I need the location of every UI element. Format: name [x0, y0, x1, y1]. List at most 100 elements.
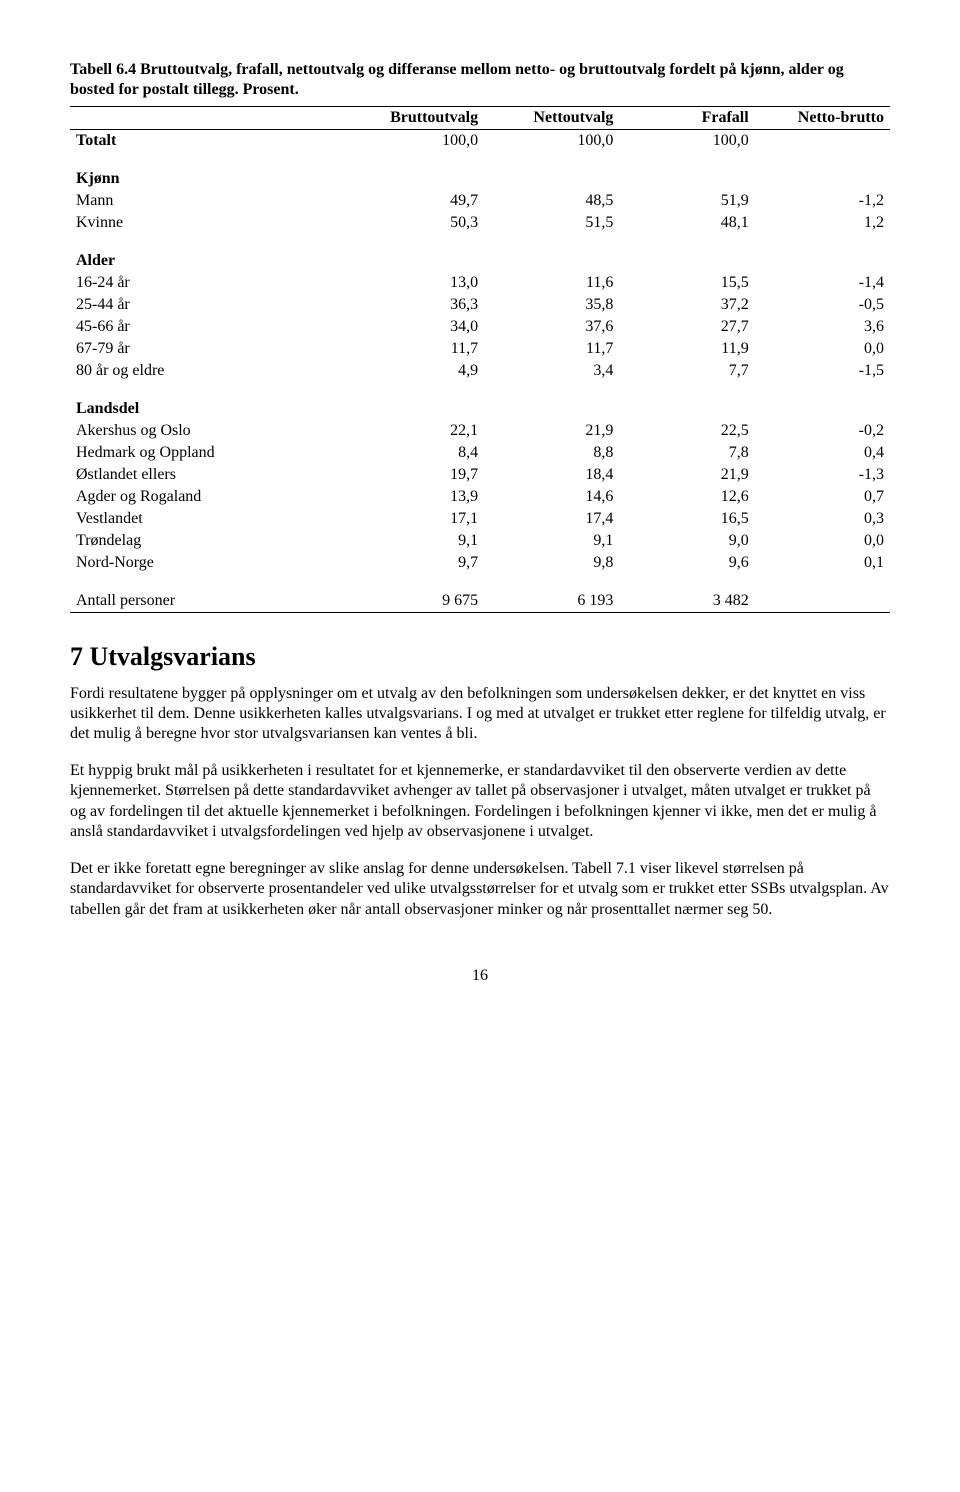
cell-label: Hedmark og Oppland	[70, 442, 349, 464]
cell-value: 9,7	[349, 552, 484, 574]
cell-value: -0,5	[755, 294, 890, 316]
table-row: 45-66 år 34,0 37,6 27,7 3,6	[70, 316, 890, 338]
cell-value: 48,1	[619, 212, 754, 234]
cell-value: 12,6	[619, 486, 754, 508]
cell-value: 11,7	[349, 338, 484, 360]
body-paragraph: Fordi resultatene bygger på opplysninger…	[70, 684, 890, 745]
cell-label: 25-44 år	[70, 294, 349, 316]
cell-value: -1,2	[755, 190, 890, 212]
cell-value	[755, 130, 890, 153]
table-row: Kvinne 50,3 51,5 48,1 1,2	[70, 212, 890, 234]
cell-value: 16,5	[619, 508, 754, 530]
col-header	[70, 107, 349, 130]
table-row: 67-79 år 11,7 11,7 11,9 0,0	[70, 338, 890, 360]
table-caption: Tabell 6.4 Bruttoutvalg, frafall, nettou…	[70, 60, 890, 100]
cell-value: 17,4	[484, 508, 619, 530]
cell-value: 14,6	[484, 486, 619, 508]
cell-value: 21,9	[484, 420, 619, 442]
table-row: Agder og Rogaland 13,9 14,6 12,6 0,7	[70, 486, 890, 508]
table-row: Nord-Norge 9,7 9,8 9,6 0,1	[70, 552, 890, 574]
col-header: Netto-brutto	[755, 107, 890, 130]
data-table: Bruttoutvalg Nettoutvalg Frafall Netto-b…	[70, 106, 890, 613]
cell-label: Akershus og Oslo	[70, 420, 349, 442]
cell-label: 67-79 år	[70, 338, 349, 360]
col-header: Frafall	[619, 107, 754, 130]
cell-value: 36,3	[349, 294, 484, 316]
cell-value: 100,0	[349, 130, 484, 153]
cell-value: -1,5	[755, 360, 890, 382]
cell-value: -0,2	[755, 420, 890, 442]
section-heading: 7 Utvalgsvarians	[70, 641, 890, 674]
table-section-row: Kjønn	[70, 168, 890, 190]
table-row: Antall personer 9 675 6 193 3 482	[70, 590, 890, 613]
cell-label: Mann	[70, 190, 349, 212]
page-number: 16	[70, 966, 890, 986]
table-header-row: Bruttoutvalg Nettoutvalg Frafall Netto-b…	[70, 107, 890, 130]
cell-value: 13,9	[349, 486, 484, 508]
cell-label: Østlandet ellers	[70, 464, 349, 486]
cell-value: 15,5	[619, 272, 754, 294]
cell-value: 11,9	[619, 338, 754, 360]
cell-value: 4,9	[349, 360, 484, 382]
cell-value: 51,9	[619, 190, 754, 212]
table-row: 80 år og eldre 4,9 3,4 7,7 -1,5	[70, 360, 890, 382]
table-section-row: Landsdel	[70, 398, 890, 420]
cell-label: Antall personer	[70, 590, 349, 613]
cell-value: 3,4	[484, 360, 619, 382]
cell-value: -1,3	[755, 464, 890, 486]
table-row: Hedmark og Oppland 8,4 8,8 7,8 0,4	[70, 442, 890, 464]
cell-label: 45-66 år	[70, 316, 349, 338]
cell-value: 19,7	[349, 464, 484, 486]
cell-label: 16-24 år	[70, 272, 349, 294]
table-row: Totalt 100,0 100,0 100,0	[70, 130, 890, 153]
col-header: Nettoutvalg	[484, 107, 619, 130]
cell-value: 27,7	[619, 316, 754, 338]
cell-value: 37,2	[619, 294, 754, 316]
cell-value: 35,8	[484, 294, 619, 316]
table-row: 25-44 år 36,3 35,8 37,2 -0,5	[70, 294, 890, 316]
cell-value: 7,8	[619, 442, 754, 464]
section-label: Alder	[70, 250, 349, 272]
cell-value: 22,5	[619, 420, 754, 442]
cell-value: 1,2	[755, 212, 890, 234]
cell-value: 13,0	[349, 272, 484, 294]
table-row: Østlandet ellers 19,7 18,4 21,9 -1,3	[70, 464, 890, 486]
cell-value: 7,7	[619, 360, 754, 382]
cell-value: 0,3	[755, 508, 890, 530]
cell-value: 0,0	[755, 338, 890, 360]
spacer-row	[70, 382, 890, 398]
cell-value: 8,8	[484, 442, 619, 464]
cell-value: 51,5	[484, 212, 619, 234]
body-paragraph: Det er ikke foretatt egne beregninger av…	[70, 859, 890, 920]
cell-value	[755, 590, 890, 613]
cell-value: 9,8	[484, 552, 619, 574]
cell-value: 100,0	[619, 130, 754, 153]
cell-value: 9,1	[484, 530, 619, 552]
cell-value: 0,7	[755, 486, 890, 508]
cell-value: 17,1	[349, 508, 484, 530]
cell-value: 0,4	[755, 442, 890, 464]
cell-label: 80 år og eldre	[70, 360, 349, 382]
cell-value: 18,4	[484, 464, 619, 486]
cell-value: 34,0	[349, 316, 484, 338]
cell-label: Trøndelag	[70, 530, 349, 552]
cell-value: 0,0	[755, 530, 890, 552]
spacer-row	[70, 574, 890, 590]
cell-value: 9,1	[349, 530, 484, 552]
section-label: Landsdel	[70, 398, 349, 420]
cell-value: 8,4	[349, 442, 484, 464]
cell-value: 3 482	[619, 590, 754, 613]
spacer-row	[70, 152, 890, 168]
cell-value: 48,5	[484, 190, 619, 212]
table-row: Vestlandet 17,1 17,4 16,5 0,3	[70, 508, 890, 530]
cell-value: 100,0	[484, 130, 619, 153]
cell-value: 37,6	[484, 316, 619, 338]
section-label: Kjønn	[70, 168, 349, 190]
cell-label: Kvinne	[70, 212, 349, 234]
cell-value: 22,1	[349, 420, 484, 442]
body-paragraph: Et hyppig brukt mål på usikkerheten i re…	[70, 761, 890, 843]
cell-value: 21,9	[619, 464, 754, 486]
cell-label: Agder og Rogaland	[70, 486, 349, 508]
cell-label: Totalt	[70, 130, 349, 153]
cell-value: 0,1	[755, 552, 890, 574]
